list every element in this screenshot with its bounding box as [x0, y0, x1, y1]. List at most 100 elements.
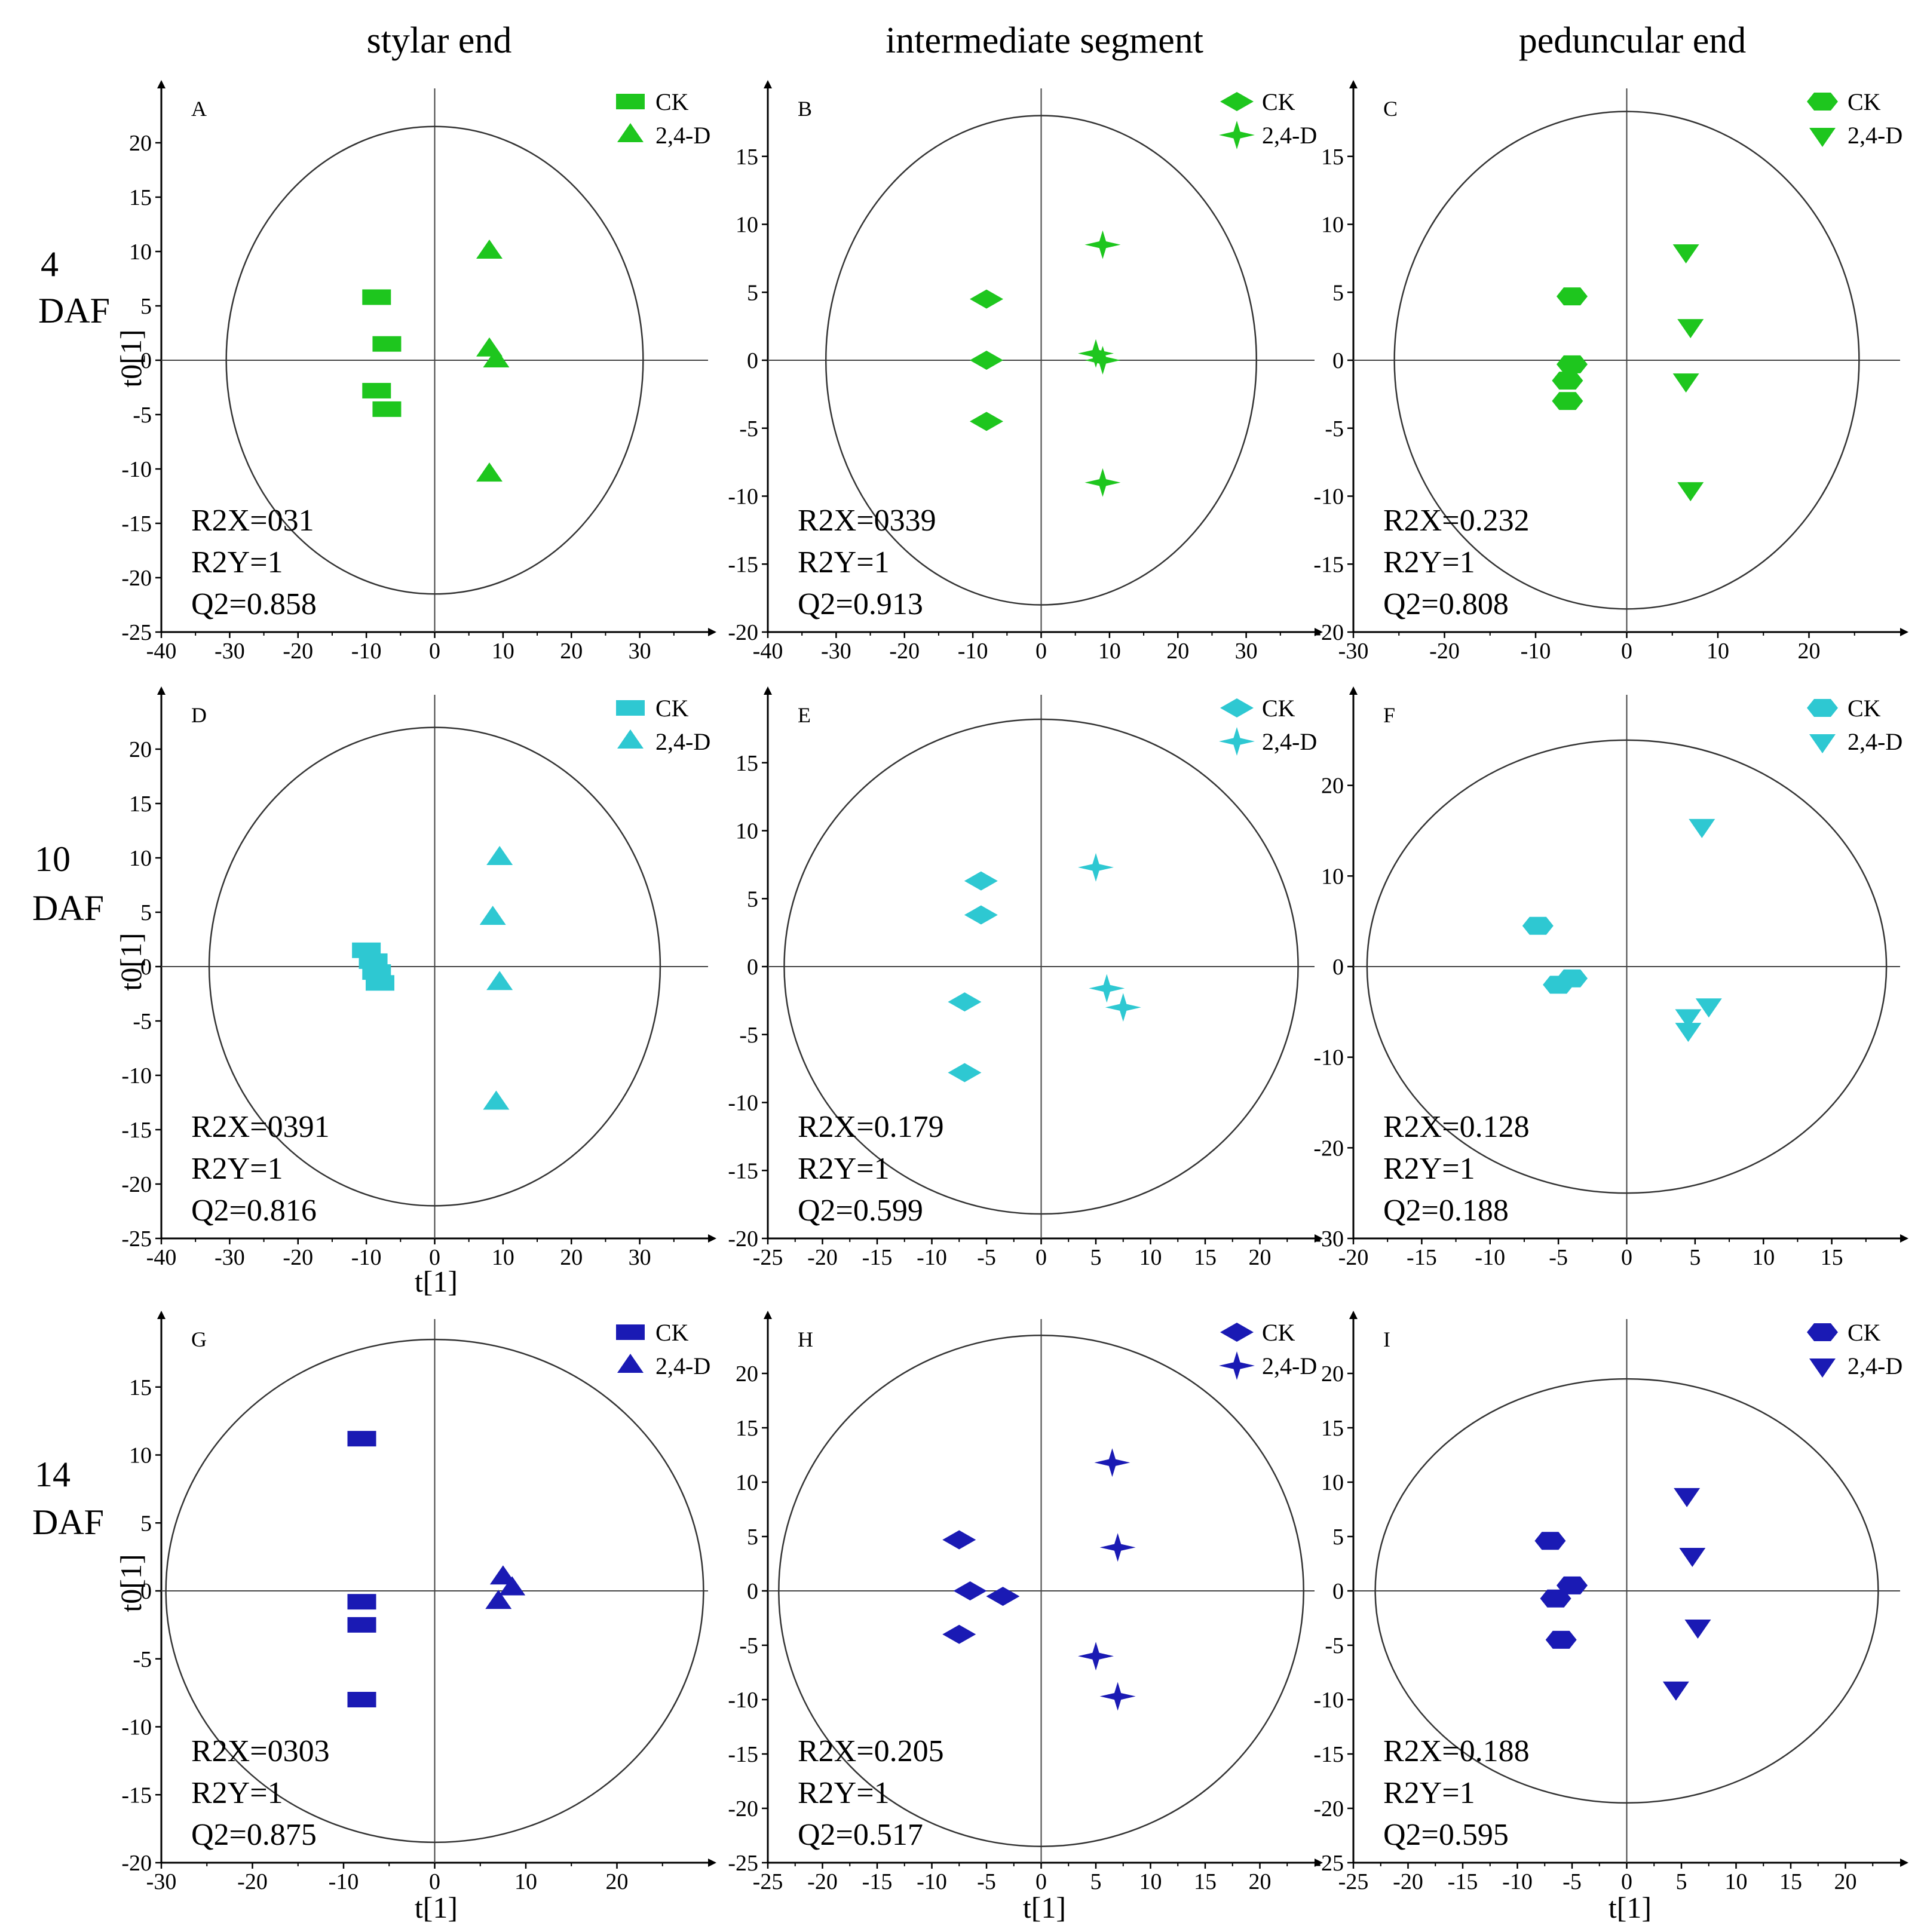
- hotelling-ellipse: [225, 125, 644, 595]
- y-tick-label: -15: [121, 1118, 152, 1143]
- stat-q2: Q2=0.595: [1383, 1818, 1509, 1852]
- y-tick-label: -20: [121, 566, 152, 591]
- y-axis-label-row3: t0[1]: [114, 1554, 148, 1612]
- x-tick-label: -20: [237, 1869, 268, 1894]
- y-tick-label: -20: [728, 620, 758, 645]
- data-point-treatment: [483, 1090, 510, 1110]
- y-tick-label: -15: [728, 552, 758, 577]
- data-point-ck: [347, 1692, 376, 1707]
- x-tick-label: 15: [1821, 1245, 1843, 1270]
- y-tick-label: 15: [736, 751, 758, 776]
- stat-q2: Q2=0.875: [191, 1818, 317, 1852]
- legend-marker-ck: [616, 700, 645, 716]
- y-tick-label: 20: [129, 737, 152, 762]
- x-tick-label: -20: [1338, 1245, 1369, 1270]
- y-tick-label: -10: [121, 1063, 152, 1088]
- x-tick-label: 30: [629, 639, 651, 664]
- y-tick-label: -15: [121, 1783, 152, 1808]
- legend-marker-treatment: [1809, 128, 1836, 147]
- legend-marker-ck: [1807, 699, 1838, 717]
- y-tick-label: -5: [1325, 416, 1344, 441]
- x-tick-label: -10: [1502, 1869, 1533, 1894]
- stat-q2: Q2=0.913: [798, 587, 923, 621]
- legend-marker-treatment: [1809, 734, 1836, 753]
- data-point-ck: [366, 975, 394, 991]
- panel-B: -40 -30 -20 -10 0 10 20 30 -20 -15 -10 -5 0 5 10 15 B CK 2…: [728, 80, 1323, 664]
- legend-marker-treatment: [1809, 1358, 1836, 1378]
- data-point-treatment: [1089, 974, 1125, 1003]
- row-label-14-num: 14: [35, 1455, 71, 1494]
- y-tick-label: 10: [1321, 213, 1344, 238]
- y-tick-label: 5: [140, 294, 152, 319]
- data-point-ck: [964, 905, 998, 925]
- legend-marker-treatment: [1219, 121, 1255, 149]
- legend-label-ck: CK: [1262, 88, 1295, 115]
- y-tick-label: 0: [747, 1579, 758, 1604]
- y-axis-arrow: [157, 80, 166, 88]
- data-point-ck: [970, 351, 1003, 370]
- x-tick-label: -5: [1549, 1245, 1568, 1270]
- y-tick-label: -30: [1313, 1226, 1344, 1252]
- y-tick-label: -5: [739, 416, 758, 441]
- panel-H: -25 -20 -15 -10 -5 0 5 10 15 20 -25 -20 -15 -10 -5 0 5 10…: [728, 1311, 1323, 1894]
- y-tick-label: 0: [140, 1579, 152, 1604]
- x-tick-label: -15: [1448, 1869, 1478, 1894]
- x-axis-arrow: [1900, 1859, 1908, 1867]
- x-tick-label: -20: [283, 639, 313, 664]
- hotelling-ellipse: [825, 115, 1258, 606]
- x-tick-label: 15: [1194, 1245, 1217, 1270]
- panel-letter: D: [191, 703, 207, 727]
- x-tick-label: -5: [1563, 1869, 1582, 1894]
- x-tick-label: 10: [1098, 639, 1121, 664]
- x-tick-label: -30: [821, 639, 851, 664]
- y-tick-label: -5: [133, 1647, 152, 1672]
- x-tick-label: -20: [1429, 639, 1460, 664]
- y-tick-label: -20: [1313, 1136, 1344, 1161]
- y-tick-label: 0: [1332, 1579, 1344, 1604]
- y-tick-label: 20: [129, 131, 152, 156]
- legend-marker-treatment: [617, 123, 644, 142]
- legend-marker-ck: [1220, 698, 1254, 717]
- x-tick-label: -5: [977, 1245, 996, 1270]
- y-tick-label: -20: [728, 1226, 758, 1252]
- legend-label-ck: CK: [1848, 88, 1881, 115]
- column-title-peduncular: peduncular end: [1519, 20, 1746, 61]
- y-axis-arrow: [764, 686, 772, 695]
- x-tick-label: -40: [146, 639, 177, 664]
- x-tick-label: 20: [1798, 639, 1821, 664]
- stat-r2y: R2Y=1: [798, 1776, 890, 1810]
- stat-r2x: R2X=0.205: [798, 1734, 944, 1768]
- panel-letter: F: [1383, 703, 1395, 727]
- legend-label-treatment: 2,4-D: [655, 1353, 710, 1379]
- x-tick-label: -10: [1521, 639, 1551, 664]
- x-tick-label: 5: [1676, 1869, 1687, 1894]
- x-axis-arrow: [708, 1234, 716, 1243]
- y-tick-label: -10: [728, 484, 758, 510]
- legend-label-ck: CK: [1262, 1319, 1295, 1346]
- stat-q2: Q2=0.188: [1383, 1194, 1509, 1228]
- stat-q2: Q2=0.517: [798, 1818, 923, 1852]
- x-tick-label: -30: [1338, 639, 1369, 664]
- y-tick-label: -10: [728, 1091, 758, 1116]
- x-tick-label: 15: [1779, 1869, 1802, 1894]
- y-tick-label: -25: [121, 1226, 152, 1252]
- y-tick-label: 10: [736, 1470, 758, 1495]
- x-tick-label: -15: [862, 1245, 893, 1270]
- data-point-treatment: [1084, 346, 1121, 375]
- legend-marker-ck: [1807, 1323, 1838, 1341]
- data-point-treatment: [1689, 818, 1715, 838]
- y-tick-label: 10: [736, 213, 758, 238]
- x-tick-label: -20: [807, 1245, 838, 1270]
- x-tick-label: 20: [560, 1245, 583, 1270]
- legend-marker-ck: [1807, 93, 1838, 111]
- y-tick-label: 5: [1332, 280, 1344, 305]
- data-point-treatment: [1084, 468, 1121, 497]
- column-title-intermediate: intermediate segment: [886, 20, 1203, 61]
- x-tick-label: 0: [1035, 1245, 1047, 1270]
- x-tick-label: -10: [329, 1869, 359, 1894]
- data-point-treatment: [1695, 998, 1722, 1018]
- x-tick-label: -10: [958, 639, 988, 664]
- legend-label-treatment: 2,4-D: [1848, 122, 1902, 149]
